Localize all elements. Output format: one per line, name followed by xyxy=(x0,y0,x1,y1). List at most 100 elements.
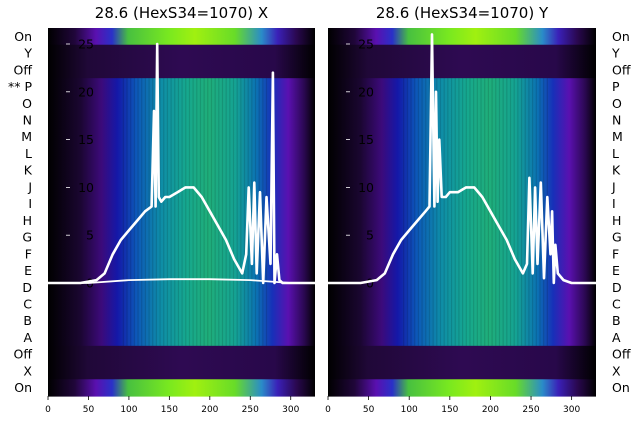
row-label: I xyxy=(28,196,32,211)
x-tick-label: 100 xyxy=(401,405,418,415)
heatmap-streak xyxy=(122,78,124,346)
x-tick-label: 50 xyxy=(83,405,95,415)
heatmap-streak xyxy=(462,78,464,346)
heatmap-streak xyxy=(480,78,482,346)
row-label: On xyxy=(612,29,630,44)
row-label: D xyxy=(612,280,622,295)
row-label: P xyxy=(612,79,620,94)
x-tick-label: 200 xyxy=(482,405,499,415)
heatmap-streak xyxy=(469,78,471,346)
row-label: F xyxy=(612,246,619,261)
heatmap-streak xyxy=(436,78,438,346)
heatmap-streak xyxy=(458,78,460,346)
y-tick-label: 25 xyxy=(358,37,374,52)
row-label: Off xyxy=(14,62,33,77)
heatmap-streak xyxy=(130,78,132,346)
heatmap-streak xyxy=(126,78,128,346)
x-tick-label: 50 xyxy=(363,405,375,415)
heatmap-streak xyxy=(181,78,183,346)
row-label: I xyxy=(612,196,616,211)
row-label: G xyxy=(22,230,32,245)
heatmap-row xyxy=(328,278,596,297)
x-tick-label: 300 xyxy=(563,405,580,415)
heatmap-streak xyxy=(524,78,526,346)
heatmap-streak xyxy=(532,78,534,346)
row-label: Y xyxy=(23,46,32,61)
x-tick-label: 150 xyxy=(441,405,458,415)
heatmap-streak xyxy=(406,78,408,346)
heatmap-streak xyxy=(414,78,416,346)
x-tick-label: 300 xyxy=(282,405,299,415)
row-label: K xyxy=(24,163,33,178)
heatmap-streak xyxy=(236,78,238,346)
heatmap-row xyxy=(328,329,596,347)
row-label: A xyxy=(23,330,32,345)
heatmap-streak xyxy=(192,78,194,346)
heatmap-streak xyxy=(484,78,486,346)
chart-title: 28.6 (HexS34=1070) X xyxy=(95,4,268,22)
heatmap-row xyxy=(48,111,315,129)
row-label: E xyxy=(612,263,620,278)
row-label: On xyxy=(14,380,32,395)
heatmap-streak xyxy=(177,78,180,346)
heatmap-row xyxy=(328,312,596,330)
heatmap-row xyxy=(328,61,596,79)
heatmap-row xyxy=(328,145,596,163)
row-label: L xyxy=(25,146,32,161)
heatmap-streak xyxy=(232,78,235,346)
heatmap-streak xyxy=(410,78,412,346)
chart-panel-y: 28.6 (HexS34=1070) Y 0 50 100 150 200 250 300 0 5… xyxy=(325,4,631,415)
heatmap-streak xyxy=(403,78,405,346)
heatmap-streak xyxy=(502,78,504,346)
heatmap-row xyxy=(48,329,315,347)
heatmap-row xyxy=(328,78,596,96)
heatmap-row xyxy=(328,161,596,180)
heatmap-streak xyxy=(148,78,150,346)
heatmap-streak xyxy=(520,78,523,346)
chart-panel-x: 28.6 (HexS34=1070) X0 50 100 150 200 250 30005… xyxy=(8,4,315,415)
heatmap-row xyxy=(48,128,315,146)
row-label: F xyxy=(25,246,32,261)
heatmap-streak xyxy=(495,78,497,346)
heatmap-streak xyxy=(240,78,242,346)
x-tick-label: 100 xyxy=(120,405,137,415)
row-label: X xyxy=(23,363,32,378)
heatmap-streak xyxy=(163,78,165,346)
heatmap-streak xyxy=(543,78,545,346)
row-label: K xyxy=(612,163,621,178)
heatmap-streak xyxy=(473,78,475,346)
heatmap-streak xyxy=(513,78,515,346)
heatmap-streak xyxy=(447,78,449,346)
row-label: B xyxy=(612,313,621,328)
heatmap-row xyxy=(328,111,596,129)
heatmap-streak xyxy=(450,78,453,346)
x-tick-label: 0 xyxy=(45,405,51,415)
heatmap-row xyxy=(328,28,596,46)
heatmap-streak xyxy=(225,78,227,346)
heatmap-streak xyxy=(170,78,172,346)
heatmap-streak xyxy=(262,78,264,346)
heatmap-streak xyxy=(517,78,519,346)
heatmap-streak xyxy=(133,78,135,346)
heatmap-streak xyxy=(203,78,205,346)
y-tick-label: 20 xyxy=(78,84,94,99)
row-label: N xyxy=(23,113,32,128)
heatmap-streak xyxy=(487,78,489,346)
row-label: M xyxy=(21,129,32,144)
heatmap-streak xyxy=(152,78,154,346)
heatmap-row xyxy=(48,345,315,364)
y-tick-label: 25 xyxy=(78,37,94,52)
heatmap-streak xyxy=(498,78,501,346)
heatmap-streak xyxy=(207,78,209,346)
heatmap-streak xyxy=(439,78,442,346)
heatmap-streak xyxy=(476,78,478,346)
row-label: J xyxy=(27,179,32,194)
row-label: O xyxy=(22,96,32,111)
heatmap-row xyxy=(48,44,315,63)
heatmap-streak xyxy=(243,78,246,346)
row-label: On xyxy=(14,29,32,44)
heatmap-streak xyxy=(199,78,202,346)
heatmap-streak xyxy=(465,78,467,346)
series-line xyxy=(48,278,315,284)
y-tick-label: 20 xyxy=(358,84,374,99)
